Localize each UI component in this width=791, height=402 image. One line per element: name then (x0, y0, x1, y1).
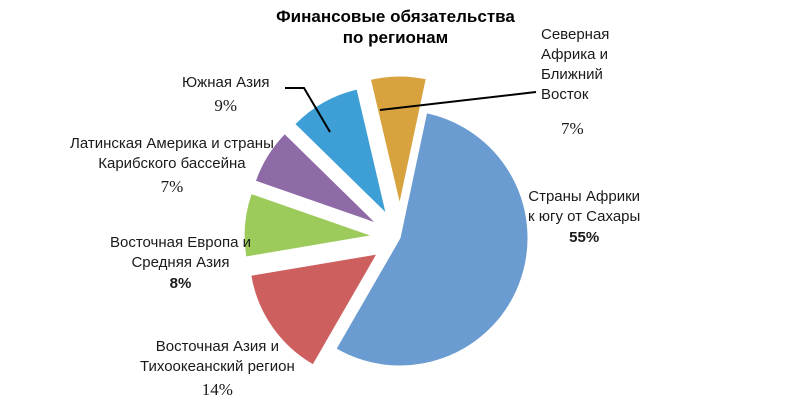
slice-label-lac: Латинская Америка и страны Карибского ба… (70, 134, 274, 197)
chart-title-line-2: по регионам (342, 28, 449, 47)
slice-name-ssa-line-2: к югу от Сахары (528, 208, 641, 225)
slice-name-mena-line-3: Ближний (541, 66, 603, 83)
slice-label-sa: Южная Азия 9% (182, 73, 270, 116)
chart-title-line-1: Финансовые обязательства (276, 7, 515, 26)
slice-value-eap: 14% (201, 380, 233, 399)
slice-name-ssa-line-1: Страны Африки (528, 188, 641, 205)
chart-title: Финансовые обязательства по регионам (0, 6, 791, 48)
leader-line-sa (285, 87, 331, 133)
slice-label-eca: Восточная Европа и Средняя Азия 8% (110, 233, 251, 294)
pie-slice-lac (254, 132, 377, 224)
slice-name-mena-line-4: Восток (541, 86, 589, 103)
slice-name-eca-line-2: Средняя Азия (131, 254, 230, 271)
slice-name-eca-line-1: Восточная Европа и (110, 234, 251, 251)
slice-value-lac: 7% (160, 177, 184, 196)
slice-name-eap-line-2: Тихоокеанский регион (140, 358, 295, 375)
slice-name-sa-line-1: Южная Азия (182, 74, 270, 91)
slice-name-lac-line-1: Латинская Америка и страны (70, 135, 274, 152)
slice-value-eca: 8% (169, 275, 192, 292)
slice-label-ssa: Страны Африки к югу от Сахары 55% (528, 187, 640, 248)
slice-value-ssa: 55% (569, 229, 600, 246)
slice-name-lac-line-2: Карибского бассейна (98, 155, 246, 172)
pie-slice-eap (250, 253, 378, 366)
leader-line-mena (379, 91, 537, 111)
slice-name-eap-line-1: Восточная Азия и (155, 338, 279, 355)
pie-slice-mena (369, 75, 427, 205)
slice-name-mena-line-1: Северная (541, 26, 610, 43)
slice-label-mena: Северная Африка и Ближний Восток 7% (541, 25, 609, 139)
slice-value-mena: 7% (561, 119, 584, 138)
slice-value-sa: 9% (214, 96, 238, 115)
pie-slice-eca (243, 192, 373, 258)
pie-slice-sa (294, 88, 388, 216)
slice-label-eap: Восточная Азия и Тихоокеанский регион 14… (140, 337, 295, 400)
pie-slice-ssa (335, 112, 529, 367)
slice-name-mena-line-2: Африка и (541, 46, 609, 63)
